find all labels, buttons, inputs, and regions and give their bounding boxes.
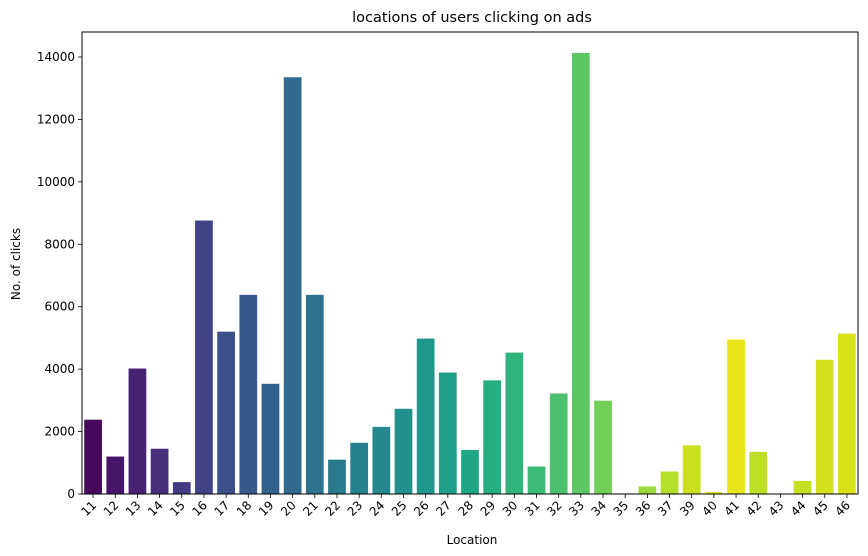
bar-12 — [106, 456, 125, 494]
bar-19 — [261, 383, 280, 494]
x-tick-label: 26 — [411, 498, 432, 519]
x-tick-label: 35 — [611, 498, 632, 519]
bar-41 — [727, 339, 745, 494]
y-axis-label: No. of clicks — [9, 228, 23, 300]
x-tick-label: 46 — [832, 498, 853, 519]
x-ticks: 11 12 13 14 15 16 17 18 19 20 21 22 23 24 25 26 27 28 29 30… — [79, 494, 853, 519]
x-tick-label: 43 — [766, 498, 787, 519]
bar-17 — [217, 331, 235, 494]
bar-22 — [328, 459, 346, 494]
x-tick-label: 42 — [744, 498, 765, 519]
x-tick-label: 13 — [123, 498, 144, 519]
x-tick-label: 44 — [788, 498, 809, 519]
bar-25 — [394, 408, 413, 494]
bar-18 — [239, 294, 258, 494]
x-tick-label: 25 — [389, 498, 410, 519]
bar-37 — [660, 471, 679, 494]
x-tick-label: 27 — [433, 498, 454, 519]
bar-34 — [594, 400, 612, 494]
x-tick-label: 36 — [633, 498, 654, 519]
bar-39 — [682, 445, 701, 494]
x-tick-label: 29 — [478, 498, 499, 519]
bar-21 — [305, 294, 324, 494]
x-tick-label: 23 — [345, 498, 366, 519]
y-tick-label: 10000 — [37, 175, 75, 189]
bar-16 — [195, 220, 213, 494]
x-tick-label: 40 — [699, 498, 720, 519]
x-tick-label: 32 — [544, 498, 565, 519]
x-tick-label: 16 — [189, 498, 210, 519]
bar-15 — [172, 482, 191, 494]
y-tick-label: 2000 — [44, 425, 75, 439]
bar-13 — [128, 368, 147, 494]
bar-36 — [638, 486, 657, 494]
x-tick-label: 22 — [322, 498, 343, 519]
y-tick-label: 12000 — [37, 112, 75, 126]
x-tick-label: 15 — [167, 498, 188, 519]
bar-44 — [793, 480, 812, 494]
bar-23 — [350, 442, 369, 494]
chart-title: locations of users clicking on ads — [352, 10, 592, 26]
bar-26 — [416, 338, 435, 494]
x-tick-label: 45 — [810, 498, 831, 519]
y-tick-label: 14000 — [37, 50, 75, 64]
x-tick-label: 21 — [300, 498, 321, 519]
x-tick-label: 31 — [522, 498, 543, 519]
x-tick-label: 34 — [588, 498, 609, 519]
x-tick-label: 37 — [655, 498, 676, 519]
x-axis-label: Location — [447, 533, 498, 547]
x-tick-label: 30 — [500, 498, 521, 519]
y-tick-label: 4000 — [44, 362, 75, 376]
bar-28 — [461, 449, 479, 494]
bars — [84, 52, 856, 495]
bar-14 — [150, 448, 169, 494]
x-tick-label: 41 — [721, 498, 742, 519]
bar-32 — [549, 393, 568, 494]
bar-29 — [483, 380, 502, 494]
plot-frame — [81, 31, 859, 495]
x-tick-label: 17 — [212, 498, 233, 519]
x-tick-label: 39 — [677, 498, 698, 519]
bar-46 — [838, 333, 856, 494]
bar-33 — [571, 52, 590, 495]
y-tick-label: 6000 — [44, 300, 75, 314]
x-tick-label: 18 — [234, 498, 255, 519]
x-tick-label: 19 — [256, 498, 277, 519]
x-tick-label: 11 — [79, 498, 100, 519]
x-tick-label: 33 — [566, 498, 587, 519]
bar-42 — [749, 451, 768, 494]
bar-30 — [505, 352, 524, 494]
bar-40 — [705, 492, 723, 494]
y-tick-label: 0 — [67, 487, 75, 501]
x-tick-label: 28 — [455, 498, 476, 519]
x-tick-label: 20 — [278, 498, 299, 519]
x-tick-label: 24 — [367, 498, 388, 519]
bar-20 — [283, 77, 302, 494]
bar-27 — [438, 372, 457, 494]
x-tick-label: 12 — [101, 498, 122, 519]
bar-31 — [527, 466, 546, 494]
bar-11 — [84, 419, 102, 494]
bar-24 — [372, 426, 391, 494]
x-tick-label: 14 — [145, 498, 166, 519]
y-tick-label: 8000 — [44, 237, 75, 251]
bar-45 — [815, 359, 834, 494]
y-ticks: 0 2000 4000 6000 8000 10000 12000 14000 — [37, 50, 82, 501]
